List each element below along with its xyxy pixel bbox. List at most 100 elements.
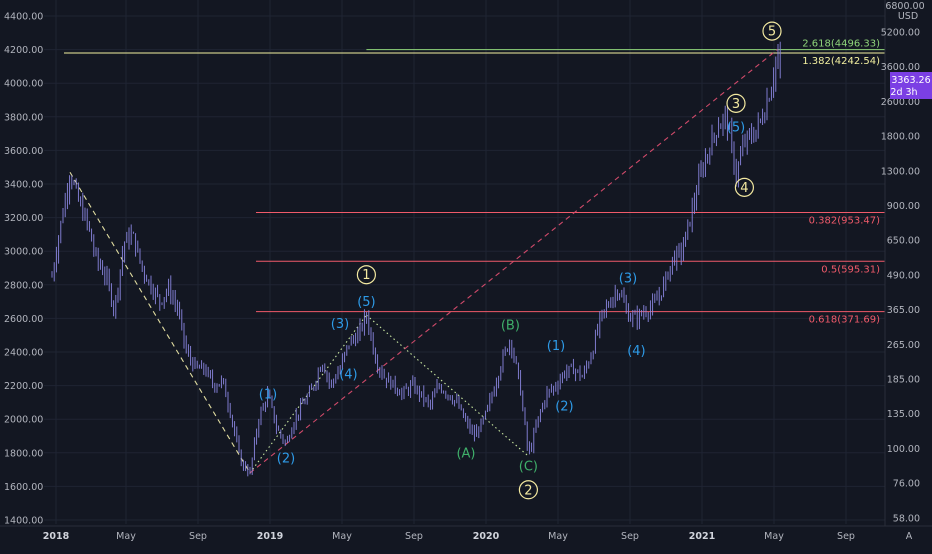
wave-text: (A) — [456, 446, 475, 461]
wave-label[interactable]: (2) — [277, 451, 295, 466]
trend-line[interactable] — [249, 49, 778, 474]
overlay: 6800.00 USD 3363.26 2d 3h A — [885, 1, 932, 542]
currency-label: USD — [898, 11, 918, 22]
time-tick-label: May — [764, 531, 784, 542]
fib-label: 0.618(371.69) — [809, 315, 881, 326]
wave-text: (5) — [357, 295, 375, 310]
time-tick-label: 2018 — [43, 531, 70, 542]
right-tick-label: 490.00 — [887, 270, 920, 281]
wave-label[interactable]: (4) — [339, 367, 357, 382]
wave-text: (5) — [727, 120, 745, 135]
price-tag-countdown: 2d 3h — [890, 87, 917, 98]
fib-label: 0.382(953.47) — [809, 216, 881, 227]
time-axis[interactable]: 2018 May Sep 2019 May Sep 2020 May Sep 2021 May Sep — [0, 525, 932, 542]
wave-circle — [518, 480, 539, 500]
right-tick-label: 5200.00 — [881, 28, 920, 39]
wave-label[interactable]: (4) — [627, 344, 645, 359]
right-tick-label: 2600.00 — [881, 97, 920, 108]
wave-text: (3) — [619, 272, 637, 287]
price-tag[interactable]: 3363.26 2d 3h — [890, 72, 932, 99]
time-tick-label: May — [548, 531, 568, 542]
wave-text: 3 — [732, 97, 740, 112]
wave-label[interactable]: (1) — [259, 388, 277, 403]
wave-text: (1) — [259, 388, 277, 403]
wave-label[interactable]: (1) — [547, 339, 565, 354]
right-tick-label: 650.00 — [887, 236, 920, 247]
wave-text: (1) — [547, 339, 565, 354]
time-tick-label: 2019 — [257, 531, 283, 542]
time-tick-label: Sep — [621, 531, 639, 542]
time-tick-label: May — [332, 531, 352, 542]
right-tick-label: 135.00 — [887, 409, 920, 420]
fib-label: 2.618(4496.33) — [802, 39, 880, 50]
wave-label[interactable]: (B) — [501, 319, 520, 334]
wave-label[interactable]: 1 — [356, 265, 376, 285]
left-tick-label: 2600.00 — [4, 314, 43, 325]
left-tick-label: 3400.00 — [4, 180, 43, 191]
wave-label[interactable]: 5 — [762, 21, 782, 41]
time-tick-label: 2020 — [473, 531, 500, 542]
time-tick-label: 2021 — [689, 531, 715, 542]
right-tick-label: 900.00 — [887, 201, 920, 212]
wave-label[interactable]: (A) — [456, 446, 475, 461]
left-tick-label: 4200.00 — [4, 45, 43, 56]
right-tick-label: 76.00 — [893, 479, 920, 490]
axis-top-label: 6800.00 — [885, 1, 924, 12]
wave-circle — [734, 177, 755, 197]
wave-label[interactable]: (5) — [357, 295, 375, 310]
wave-text: (3) — [331, 317, 349, 332]
fib-label: 0.5(595.31) — [821, 264, 880, 275]
left-tick-label: 3600.00 — [4, 146, 43, 157]
right-tick-label: 1300.00 — [881, 166, 920, 177]
wave-text: (4) — [339, 367, 357, 382]
wave-label[interactable]: (C) — [519, 460, 538, 475]
trend-line[interactable] — [69, 171, 251, 474]
left-tick-label: 4400.00 — [4, 12, 43, 23]
wave-text: 2 — [524, 483, 532, 498]
wave-label[interactable]: 4 — [734, 177, 755, 197]
time-tick-label: May — [116, 531, 136, 542]
wave-text: 5 — [768, 25, 776, 40]
right-tick-label: 1800.00 — [881, 132, 920, 143]
wave-text: 4 — [740, 181, 748, 196]
wave-text: (B) — [501, 319, 520, 334]
time-tick-label: Sep — [837, 531, 855, 542]
wave-label[interactable]: (3) — [619, 272, 637, 287]
fib-levels: 2.618(4496.33) 1.382(4242.54) 0.382(953.47… — [64, 39, 885, 326]
fib-label: 1.382(4242.54) — [802, 56, 880, 67]
right-tick-label: 265.00 — [887, 340, 920, 351]
left-price-axis[interactable]: 4400.00 4200.00 4000.00 3800.00 3600.00 3400.… — [4, 12, 43, 527]
wave-text: (2) — [277, 451, 295, 466]
right-tick-label: 3600.00 — [881, 62, 920, 73]
left-tick-label: 2400.00 — [4, 348, 43, 359]
left-tick-label: 1600.00 — [4, 482, 43, 493]
left-tick-label: 3800.00 — [4, 112, 43, 123]
right-tick-label: 58.00 — [893, 513, 920, 524]
left-tick-label: 1400.00 — [4, 516, 43, 527]
trend-lines — [69, 49, 778, 474]
trend-line[interactable] — [249, 314, 367, 474]
wave-circle — [726, 93, 746, 113]
price-tag-value: 3363.26 — [891, 75, 930, 86]
wave-label[interactable]: 2 — [518, 480, 539, 500]
right-tick-label: 365.00 — [887, 305, 920, 316]
wave-label[interactable]: (3) — [331, 317, 349, 332]
wave-text: 1 — [362, 268, 370, 283]
wave-label[interactable]: 3 — [726, 93, 746, 113]
wave-circle — [356, 265, 376, 285]
wave-label[interactable]: (5) — [727, 120, 745, 135]
right-price-axis[interactable]: 5200.00 3600.00 2600.00 1800.00 1300.00 900.0… — [881, 0, 920, 526]
wave-labels: (1) (2) (3) (4) (5) 1 (A) (B) (C) 2 (1) (2) (3) (4) (5… — [259, 21, 782, 500]
left-tick-label: 2000.00 — [4, 415, 43, 426]
wave-label[interactable]: (2) — [555, 399, 573, 414]
left-tick-label: 2800.00 — [4, 280, 43, 291]
wave-text: (4) — [627, 344, 645, 359]
auto-scale-label[interactable]: A — [906, 531, 913, 542]
wave-circle — [762, 21, 782, 41]
candles — [51, 41, 781, 477]
wave-text: (C) — [519, 460, 538, 475]
left-tick-label: 2200.00 — [4, 381, 43, 392]
